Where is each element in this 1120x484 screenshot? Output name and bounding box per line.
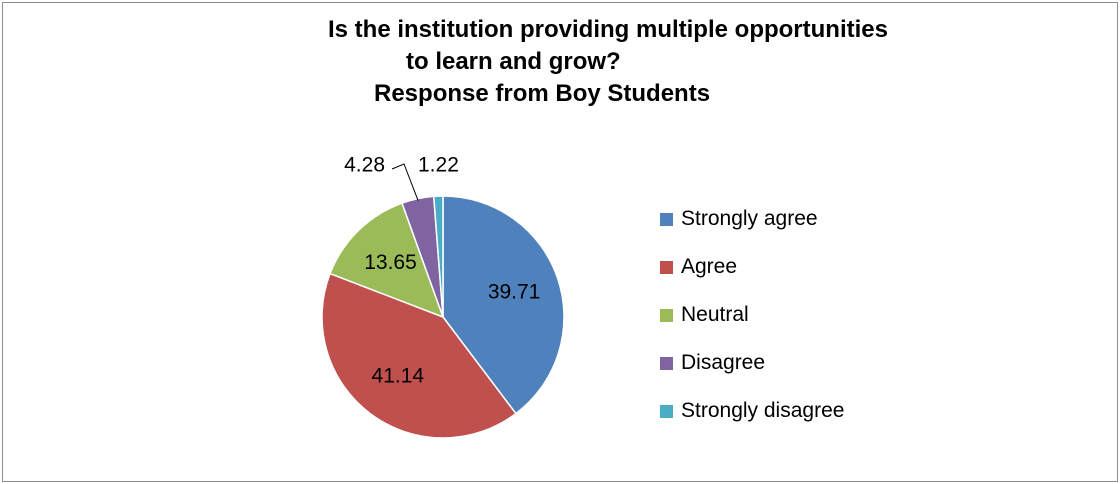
pie-slice-strongly-disagree [432, 195, 444, 318]
pie-slice-agree [321, 272, 517, 439]
legend-item-strongly-agree: Strongly agree [660, 195, 844, 243]
legend-item-disagree: Disagree [660, 339, 844, 387]
data-label-strongly-agree: 39.71 [488, 281, 541, 304]
legend-label-agree: Agree [681, 255, 738, 278]
legend-swatch-strongly-agree [660, 212, 673, 226]
chart-legend: Strongly agree Agree Neutral Disagree St… [660, 195, 844, 435]
legend-item-neutral: Neutral [660, 291, 844, 339]
legend-item-agree: Agree [660, 243, 844, 291]
pie-slice-strongly-agree [442, 195, 565, 415]
leader-line-disagree [391, 163, 419, 201]
chart-title: Is the institution providing multiple op… [320, 14, 1020, 110]
legend-label-disagree: Disagree [681, 351, 766, 374]
chart-title-line-3: Response from Boy Students [374, 80, 711, 107]
pie-slice-neutral [329, 202, 445, 319]
legend-label-strongly-disagree: Strongly disagree [681, 399, 845, 422]
legend-label-neutral: Neutral [681, 303, 749, 326]
data-label-disagree: 4.28 [344, 154, 385, 177]
legend-label-strongly-agree: Strongly agree [681, 207, 818, 230]
legend-swatch-neutral [660, 308, 673, 322]
chart-title-line-1: Is the institution providing multiple op… [328, 16, 888, 43]
data-label-strongly-disagree: 1.22 [418, 154, 459, 177]
data-label-agree: 41.14 [372, 364, 425, 387]
legend-swatch-strongly-disagree [660, 404, 673, 418]
legend-item-strongly-disagree: Strongly disagree [660, 387, 844, 435]
chart-title-line-2: to learn and grow? [406, 48, 621, 75]
legend-swatch-agree [660, 260, 673, 274]
legend-swatch-disagree [660, 356, 673, 370]
data-label-neutral: 13.65 [364, 251, 417, 274]
